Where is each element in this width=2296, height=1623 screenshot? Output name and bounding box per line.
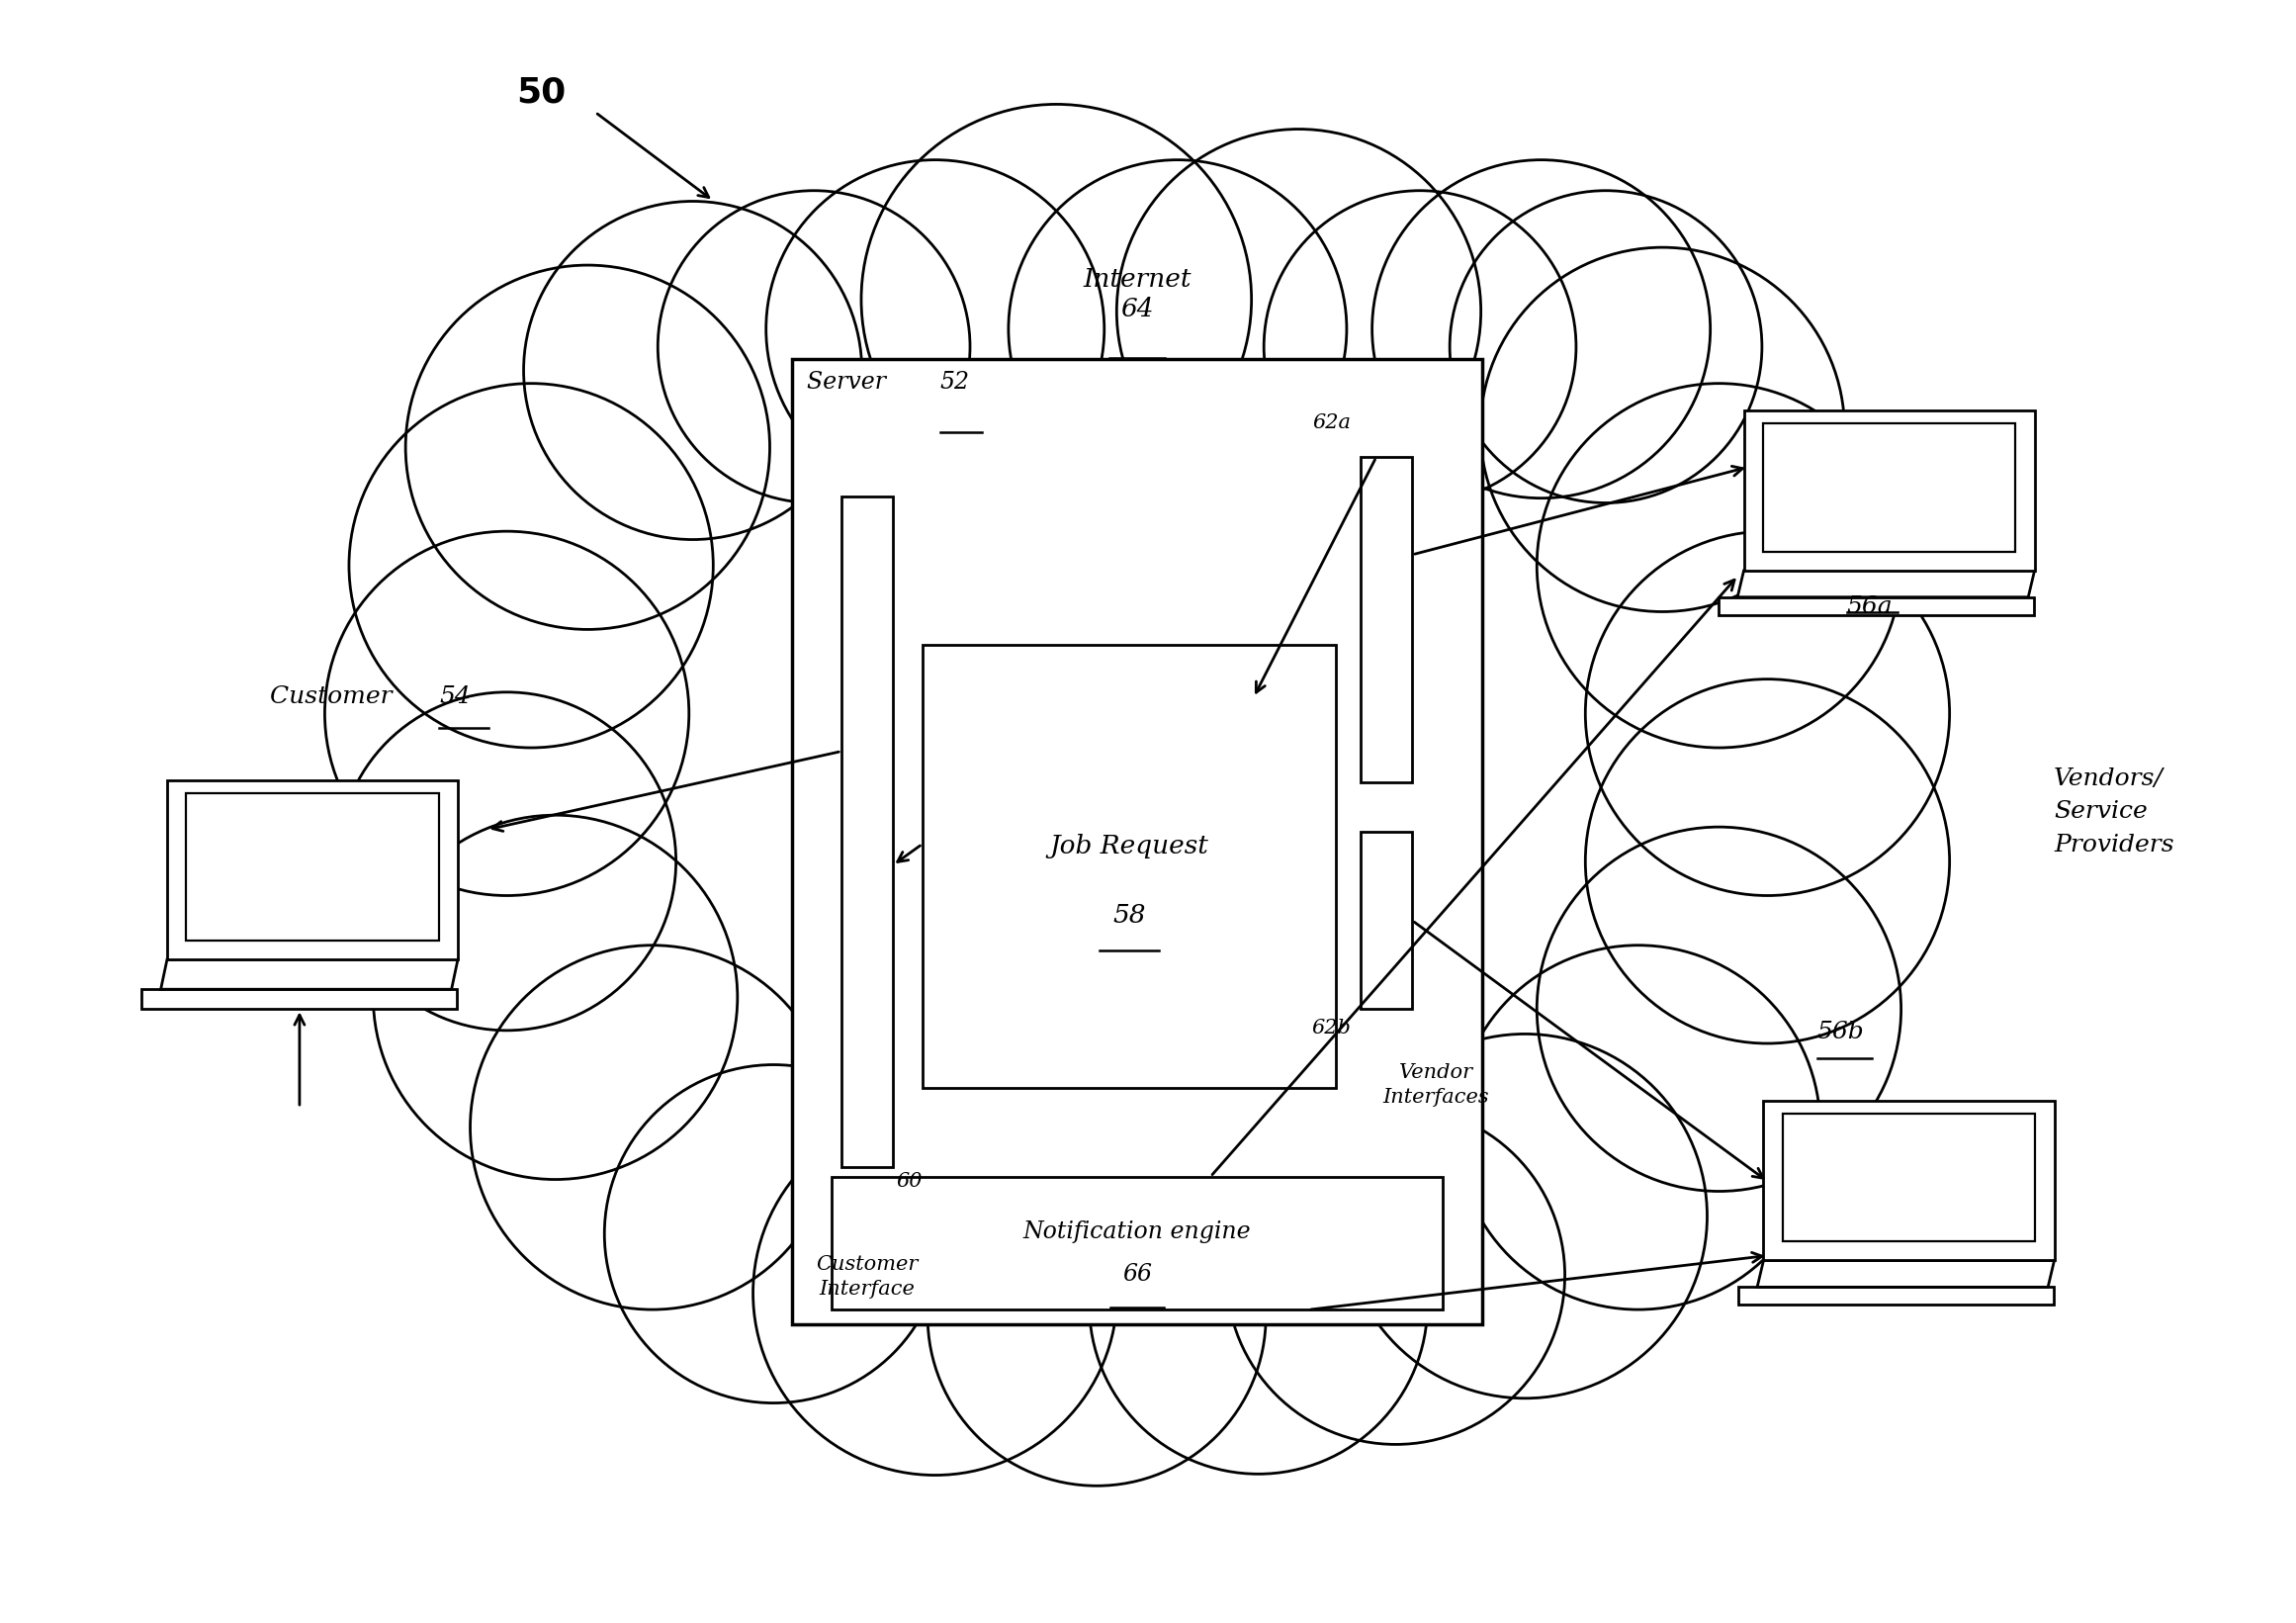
Bar — [1362, 831, 1412, 1010]
Circle shape — [1481, 247, 1844, 612]
Circle shape — [1116, 130, 1481, 493]
Text: 50: 50 — [517, 76, 567, 109]
Text: 54: 54 — [439, 687, 471, 709]
Text: Customer
Interface: Customer Interface — [815, 1256, 918, 1298]
Circle shape — [1456, 945, 1821, 1310]
Circle shape — [406, 265, 769, 630]
Polygon shape — [161, 959, 457, 990]
Text: 62a: 62a — [1313, 414, 1350, 432]
Text: Customer: Customer — [271, 687, 400, 709]
Polygon shape — [168, 781, 457, 959]
Circle shape — [1584, 531, 1949, 896]
Circle shape — [1373, 159, 1711, 498]
Circle shape — [324, 531, 689, 896]
Circle shape — [753, 1110, 1118, 1475]
Circle shape — [1088, 1136, 1428, 1474]
Text: Job Request: Job Request — [1049, 834, 1208, 859]
Ellipse shape — [613, 417, 1662, 1246]
Polygon shape — [1763, 1100, 2055, 1261]
Polygon shape — [1720, 597, 2034, 615]
Circle shape — [1343, 1034, 1708, 1399]
Text: 64: 64 — [1120, 297, 1153, 321]
Text: Vendor
Interfaces: Vendor Interfaces — [1382, 1063, 1490, 1107]
Circle shape — [1008, 159, 1348, 498]
Circle shape — [659, 190, 969, 503]
Bar — [792, 359, 1483, 1324]
Circle shape — [767, 159, 1104, 498]
Circle shape — [338, 691, 675, 1031]
Circle shape — [471, 945, 833, 1310]
Circle shape — [374, 815, 737, 1180]
Text: 56b: 56b — [1816, 1021, 1864, 1044]
Circle shape — [523, 201, 861, 539]
Circle shape — [349, 383, 714, 748]
Bar — [831, 1177, 1442, 1310]
Text: 56a: 56a — [1846, 596, 1892, 618]
Bar — [843, 497, 893, 1167]
Polygon shape — [1743, 411, 2034, 571]
Circle shape — [1449, 190, 1761, 503]
Text: Internet: Internet — [1084, 266, 1192, 292]
Circle shape — [604, 1065, 944, 1402]
Text: 60: 60 — [898, 1172, 923, 1191]
Polygon shape — [186, 794, 439, 940]
Circle shape — [1226, 1107, 1566, 1444]
Text: 62b: 62b — [1311, 1019, 1350, 1037]
Polygon shape — [1763, 424, 2016, 552]
Text: Server: Server — [806, 370, 893, 393]
Polygon shape — [1738, 571, 2034, 597]
Circle shape — [1263, 190, 1575, 503]
Text: 58: 58 — [1114, 902, 1146, 928]
Circle shape — [928, 1147, 1265, 1485]
Text: Notification engine: Notification engine — [1024, 1220, 1251, 1243]
Circle shape — [1584, 678, 1949, 1044]
Bar — [923, 644, 1336, 1087]
Polygon shape — [1782, 1113, 2034, 1242]
Circle shape — [861, 104, 1251, 495]
Text: 66: 66 — [1123, 1263, 1153, 1285]
Text: Vendors/
Service
Providers: Vendors/ Service Providers — [2053, 768, 2174, 857]
Bar — [1362, 458, 1412, 782]
Text: 52: 52 — [939, 370, 969, 393]
Circle shape — [1536, 828, 1901, 1191]
Polygon shape — [1738, 1287, 2053, 1305]
Polygon shape — [1756, 1261, 2055, 1287]
Circle shape — [1536, 383, 1901, 748]
Polygon shape — [142, 990, 457, 1010]
